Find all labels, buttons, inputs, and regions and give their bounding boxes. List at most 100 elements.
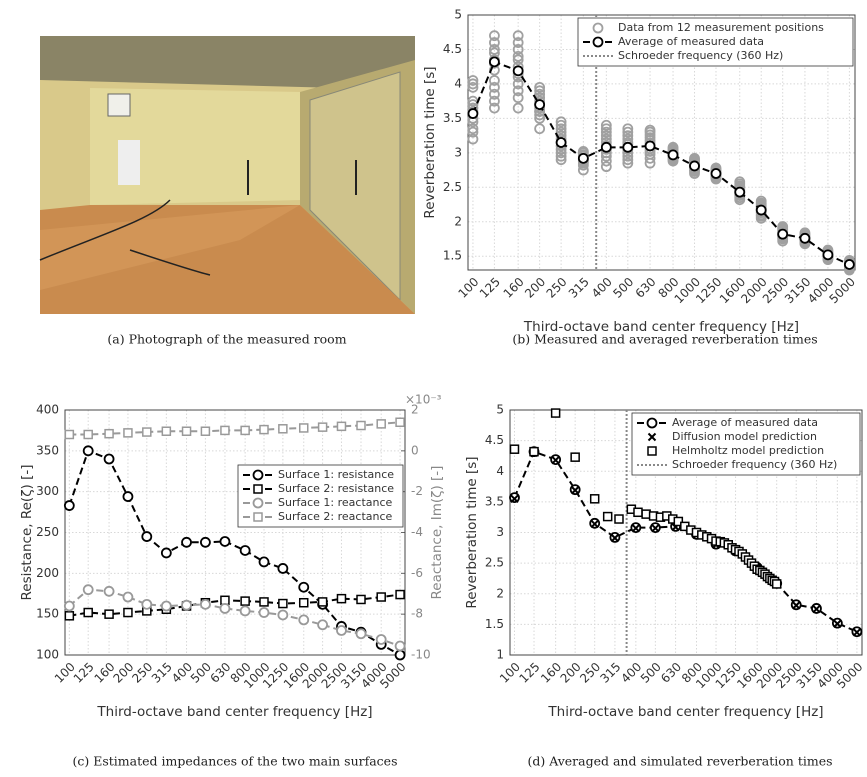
y2-tick-label: -6: [411, 566, 423, 580]
legend-label: Average of measured data: [618, 35, 764, 48]
marker: [162, 427, 170, 435]
y-axis-label: Reverberation time [s]: [422, 66, 438, 218]
legend-label: Average of measured data: [672, 416, 818, 429]
x-tick-label: 125: [477, 275, 503, 301]
x-tick-label: 630: [633, 275, 659, 301]
marker: [377, 635, 386, 644]
y-tick-label: 1: [496, 648, 504, 662]
marker: [84, 446, 93, 455]
marker: [357, 595, 365, 603]
marker: [318, 620, 327, 629]
legend-label: Surface 1: resistance: [278, 468, 394, 481]
marker: [260, 426, 268, 434]
marker: [319, 598, 327, 606]
marker: [530, 448, 538, 456]
legend-marker: [648, 447, 656, 455]
room-photo: [40, 36, 415, 314]
y-tick-label: 3: [454, 145, 462, 159]
y-tick-label: 1.5: [443, 249, 462, 263]
x-tick-label: 200: [522, 275, 548, 301]
legend-label: Schroeder frequency (360 Hz): [618, 49, 783, 62]
marker: [105, 587, 114, 596]
legend-label: Data from 12 measurement positions: [618, 21, 824, 34]
marker: [241, 546, 250, 555]
marker: [279, 425, 287, 433]
marker: [260, 598, 268, 606]
y-tick-label: 4: [496, 464, 504, 478]
y-tick-label: 5: [496, 403, 504, 417]
marker: [221, 426, 229, 434]
marker: [319, 423, 327, 431]
y-tick-label: 3.5: [443, 111, 462, 125]
marker: [735, 188, 744, 197]
y2-tick-label: -10: [411, 648, 431, 662]
y-axis-label: Reverberation time [s]: [464, 456, 480, 608]
marker: [845, 260, 854, 269]
legend-label: Schroeder frequency (360 Hz): [672, 458, 837, 471]
marker: [84, 609, 92, 617]
marker: [299, 583, 308, 592]
y-tick-label: 2.5: [443, 180, 462, 194]
legend-marker: [254, 499, 263, 508]
legend-label: Diffusion model prediction: [672, 430, 817, 443]
y2-tick-label: -2: [411, 484, 423, 498]
y-tick-label: 250: [36, 525, 59, 539]
x-tick-label: 100: [455, 275, 481, 301]
y-tick-label: 300: [36, 484, 59, 498]
y-tick-label: 350: [36, 443, 59, 457]
figure: (a) Photograph of the measured room (b) …: [0, 0, 867, 773]
marker: [571, 453, 579, 461]
x-axis-label: Third-octave band center frequency [Hz]: [547, 704, 823, 720]
x-axis-label: Third-octave band center frequency [Hz]: [523, 319, 799, 335]
y-tick-label: 100: [36, 648, 59, 662]
marker: [357, 629, 366, 638]
marker: [300, 599, 308, 607]
marker: [623, 143, 632, 152]
marker: [646, 141, 655, 150]
marker: [241, 426, 249, 434]
marker: [182, 538, 191, 547]
marker: [579, 154, 588, 163]
x-tick-label: 315: [566, 275, 592, 301]
marker: [65, 612, 73, 620]
marker: [84, 585, 93, 594]
y-tick-label: 3.5: [485, 494, 504, 508]
y-tick-label: 2.5: [485, 556, 504, 570]
marker: [279, 600, 287, 608]
marker: [357, 422, 365, 430]
marker: [535, 100, 544, 109]
marker: [337, 595, 345, 603]
y-tick-label: 400: [36, 403, 59, 417]
marker: [201, 427, 209, 435]
y-tick-label: 1.5: [485, 617, 504, 631]
marker: [396, 418, 404, 426]
marker: [65, 602, 74, 611]
marker: [778, 230, 787, 239]
legend-label: Surface 2: reactance: [278, 510, 393, 523]
marker: [124, 429, 132, 437]
caption: (a) Photograph of the measured room: [107, 332, 346, 347]
x-tick-label: 125: [71, 660, 97, 686]
marker: [823, 250, 832, 259]
x-tick-label: 315: [597, 660, 623, 686]
legend-label: Surface 2: resistance: [278, 482, 394, 495]
legend-marker: [594, 38, 603, 47]
y2-tick-label: -8: [411, 607, 423, 621]
marker: [396, 591, 404, 599]
legend-marker: [254, 513, 262, 521]
y2-tick-label: 0: [411, 443, 419, 457]
marker: [377, 420, 385, 428]
marker: [220, 537, 229, 546]
y-tick-label: 5: [454, 8, 462, 22]
marker: [690, 161, 699, 170]
marker: [602, 143, 611, 152]
caption: (c) Estimated impedances of the two main…: [73, 754, 398, 769]
marker: [162, 602, 171, 611]
caption: (d) Averaged and simulated reverberation…: [527, 754, 832, 769]
x-tick-label: 250: [544, 275, 570, 301]
marker: [124, 609, 132, 617]
marker: [143, 428, 151, 436]
marker: [615, 515, 623, 523]
x-axis-label: Third-octave band center frequency [Hz]: [96, 704, 372, 720]
marker: [162, 548, 171, 557]
